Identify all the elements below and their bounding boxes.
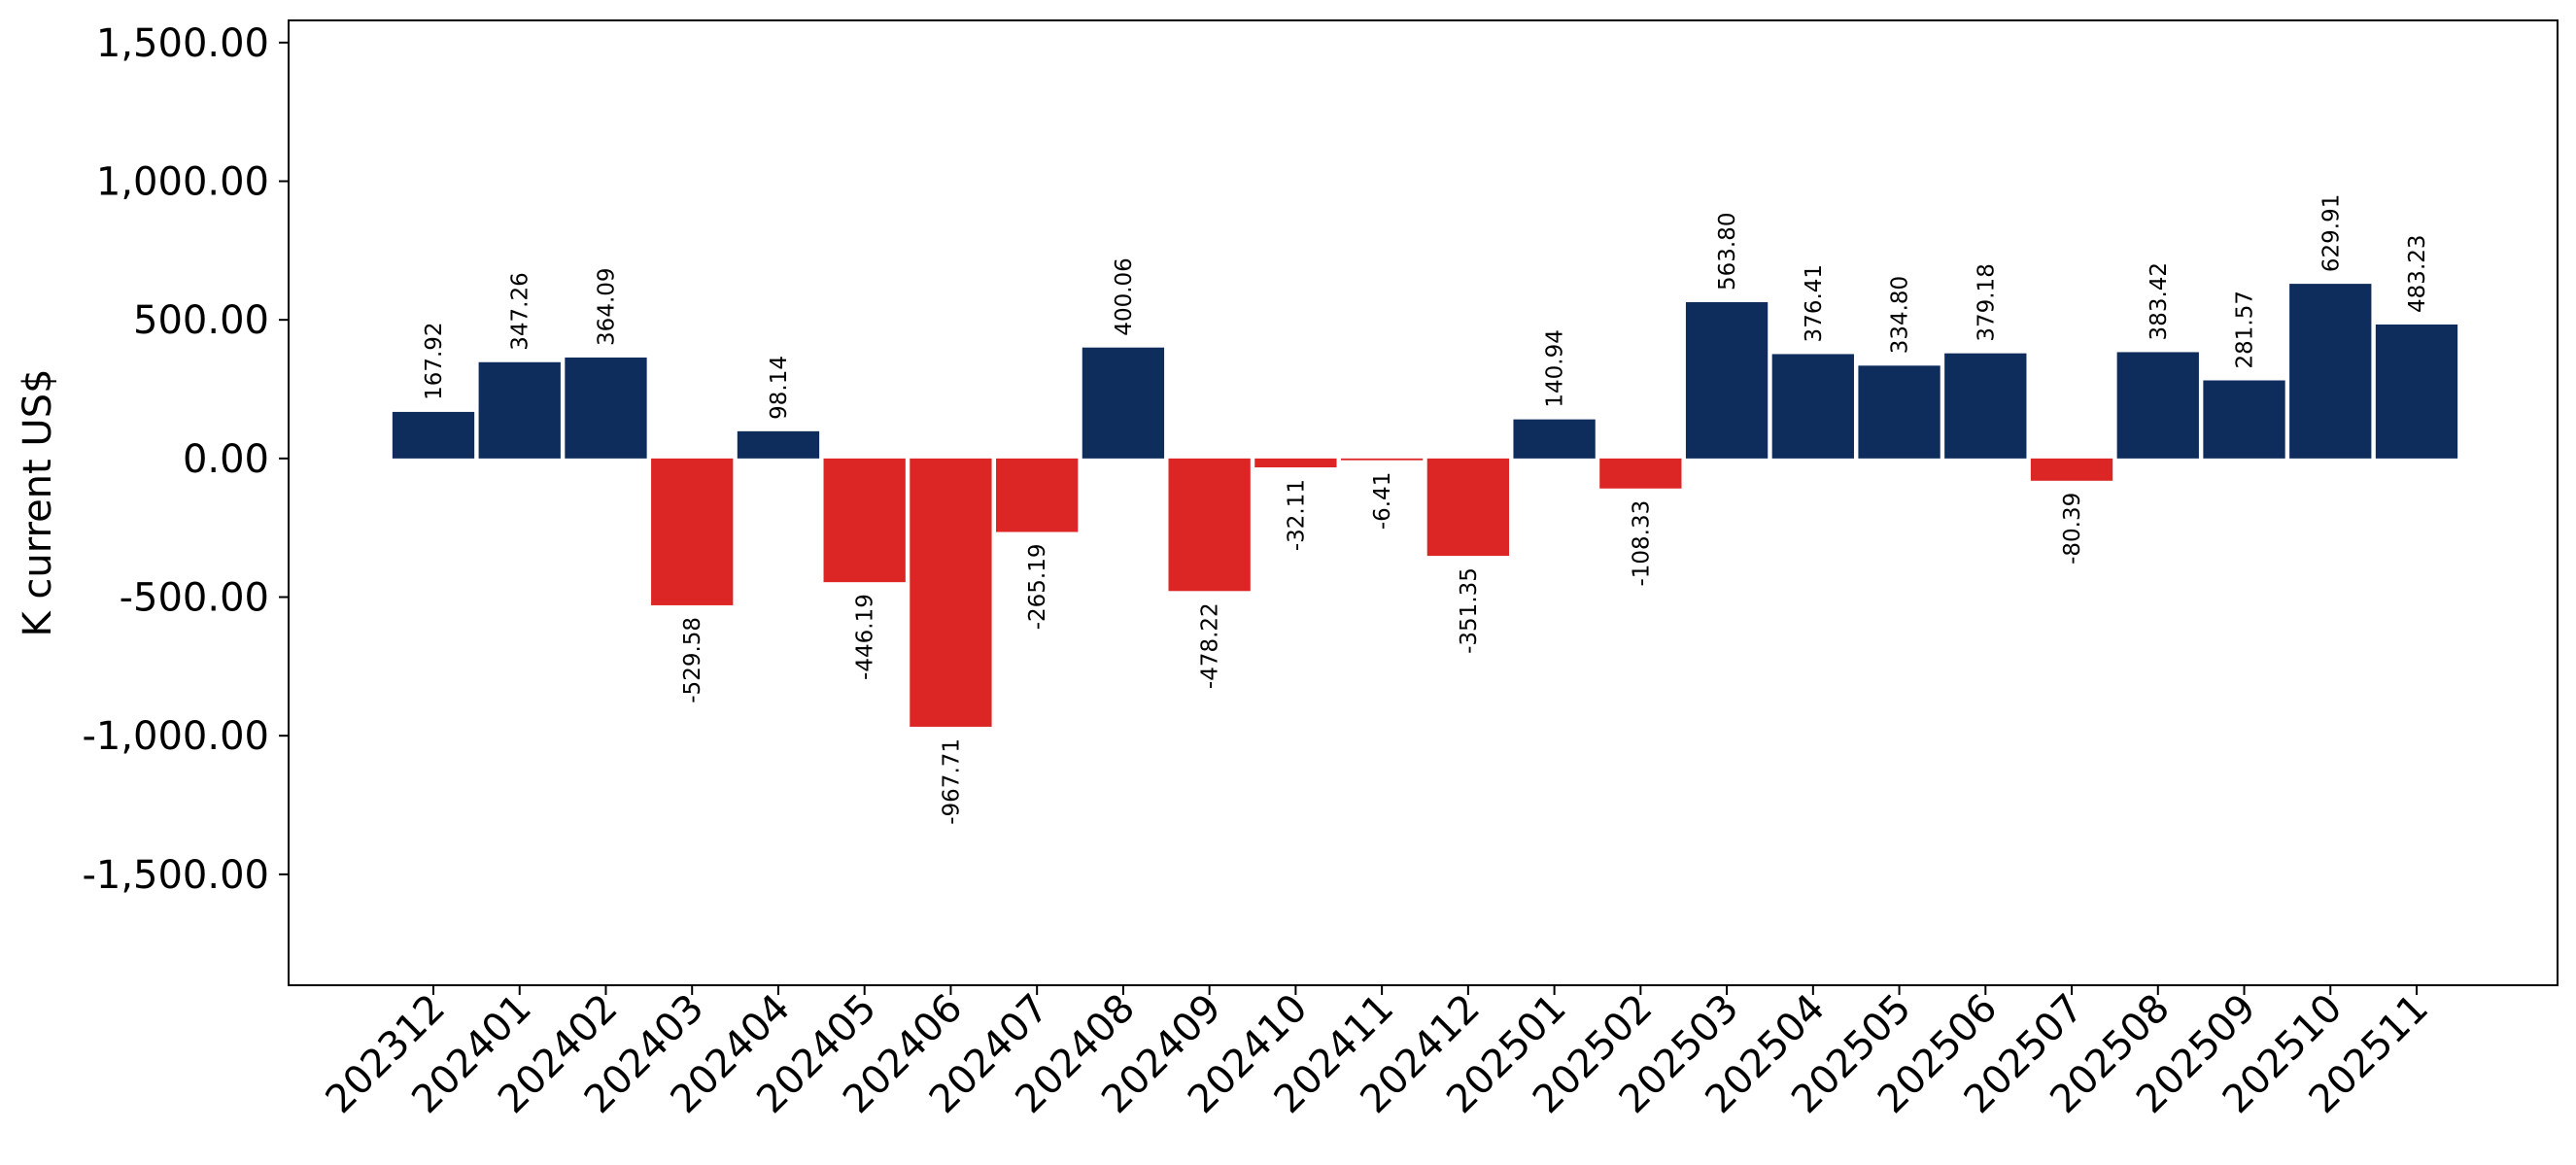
- value-label-202511: 483.23: [2405, 234, 2430, 312]
- bar-202407: [996, 458, 1079, 532]
- y-tick-label-1: -1,000.00: [82, 714, 269, 759]
- bar-202412: [1426, 458, 1510, 557]
- value-label-202408: 400.06: [1112, 257, 1137, 335]
- bar-202312: [392, 411, 475, 459]
- y-tick-label-5: 1,000.00: [96, 160, 269, 205]
- bar-202510: [2289, 284, 2372, 459]
- y-axis-title: K current US$: [16, 368, 60, 636]
- y-axis: -1,500.00 -1,000.00 -500.00 0.00 500.00 1,000…: [82, 21, 289, 898]
- value-label-202405: -446.19: [853, 594, 878, 680]
- value-label-202508: 383.42: [2147, 262, 2172, 340]
- value-label-202509: 281.57: [2233, 291, 2258, 368]
- bar-202405: [823, 458, 906, 583]
- bar-202404: [737, 430, 820, 459]
- value-label-202403: -529.58: [680, 617, 705, 703]
- bar-202511: [2375, 324, 2458, 459]
- bar-202406: [910, 458, 992, 727]
- y-tick-label-0: -1,500.00: [82, 853, 269, 898]
- y-tick-label-4: 500.00: [133, 298, 269, 343]
- bar-202411: [1340, 458, 1424, 461]
- bar-202507: [2030, 458, 2113, 481]
- bar-202501: [1513, 419, 1596, 459]
- value-label-202502: -108.33: [1629, 500, 1654, 587]
- value-label-202406: -967.71: [939, 738, 964, 825]
- value-label-202402: 364.09: [594, 267, 619, 345]
- bar-202403: [651, 458, 734, 605]
- y-tick-label-2: -500.00: [120, 576, 269, 621]
- y-tick-label-3: 0.00: [183, 437, 269, 482]
- bar-202506: [1944, 353, 2027, 459]
- value-label-202412: -351.35: [1457, 567, 1482, 654]
- bar-202502: [1599, 458, 1682, 489]
- bar-202408: [1082, 347, 1165, 459]
- bar-202410: [1254, 458, 1337, 467]
- value-label-202409: -478.22: [1198, 602, 1223, 689]
- value-label-202312: 167.92: [422, 322, 447, 399]
- plot-frame: [288, 19, 2559, 986]
- value-label-202404: 98.14: [767, 356, 792, 420]
- bar-202508: [2116, 352, 2199, 459]
- value-label-202506: 379.18: [1974, 263, 1999, 341]
- value-label-202407: -265.19: [1025, 544, 1050, 631]
- bar-202509: [2203, 380, 2285, 459]
- value-label-202410: -32.11: [1284, 479, 1309, 551]
- bar-202505: [1858, 365, 1941, 459]
- bar-202401: [478, 361, 561, 459]
- value-label-202411: -6.41: [1370, 472, 1395, 531]
- bar-202504: [1771, 354, 1854, 459]
- value-label-202501: 140.94: [1543, 329, 1568, 407]
- value-label-202507: -80.39: [2060, 493, 2085, 565]
- value-label-202504: 376.41: [1802, 264, 1827, 342]
- bar-202503: [1685, 301, 1769, 459]
- value-label-202401: 347.26: [508, 272, 533, 350]
- bar-202402: [565, 357, 647, 459]
- value-label-202503: 563.80: [1715, 212, 1740, 290]
- value-label-202510: 629.91: [2318, 194, 2344, 272]
- value-labels: 167.92 347.26 364.09 -529.58 98.14 -446.19 -96…: [422, 194, 2430, 825]
- value-label-202505: 334.80: [1888, 276, 1913, 354]
- bars: [392, 284, 2458, 727]
- bar-202409: [1168, 458, 1251, 592]
- y-tick-label-6: 1,500.00: [96, 21, 269, 66]
